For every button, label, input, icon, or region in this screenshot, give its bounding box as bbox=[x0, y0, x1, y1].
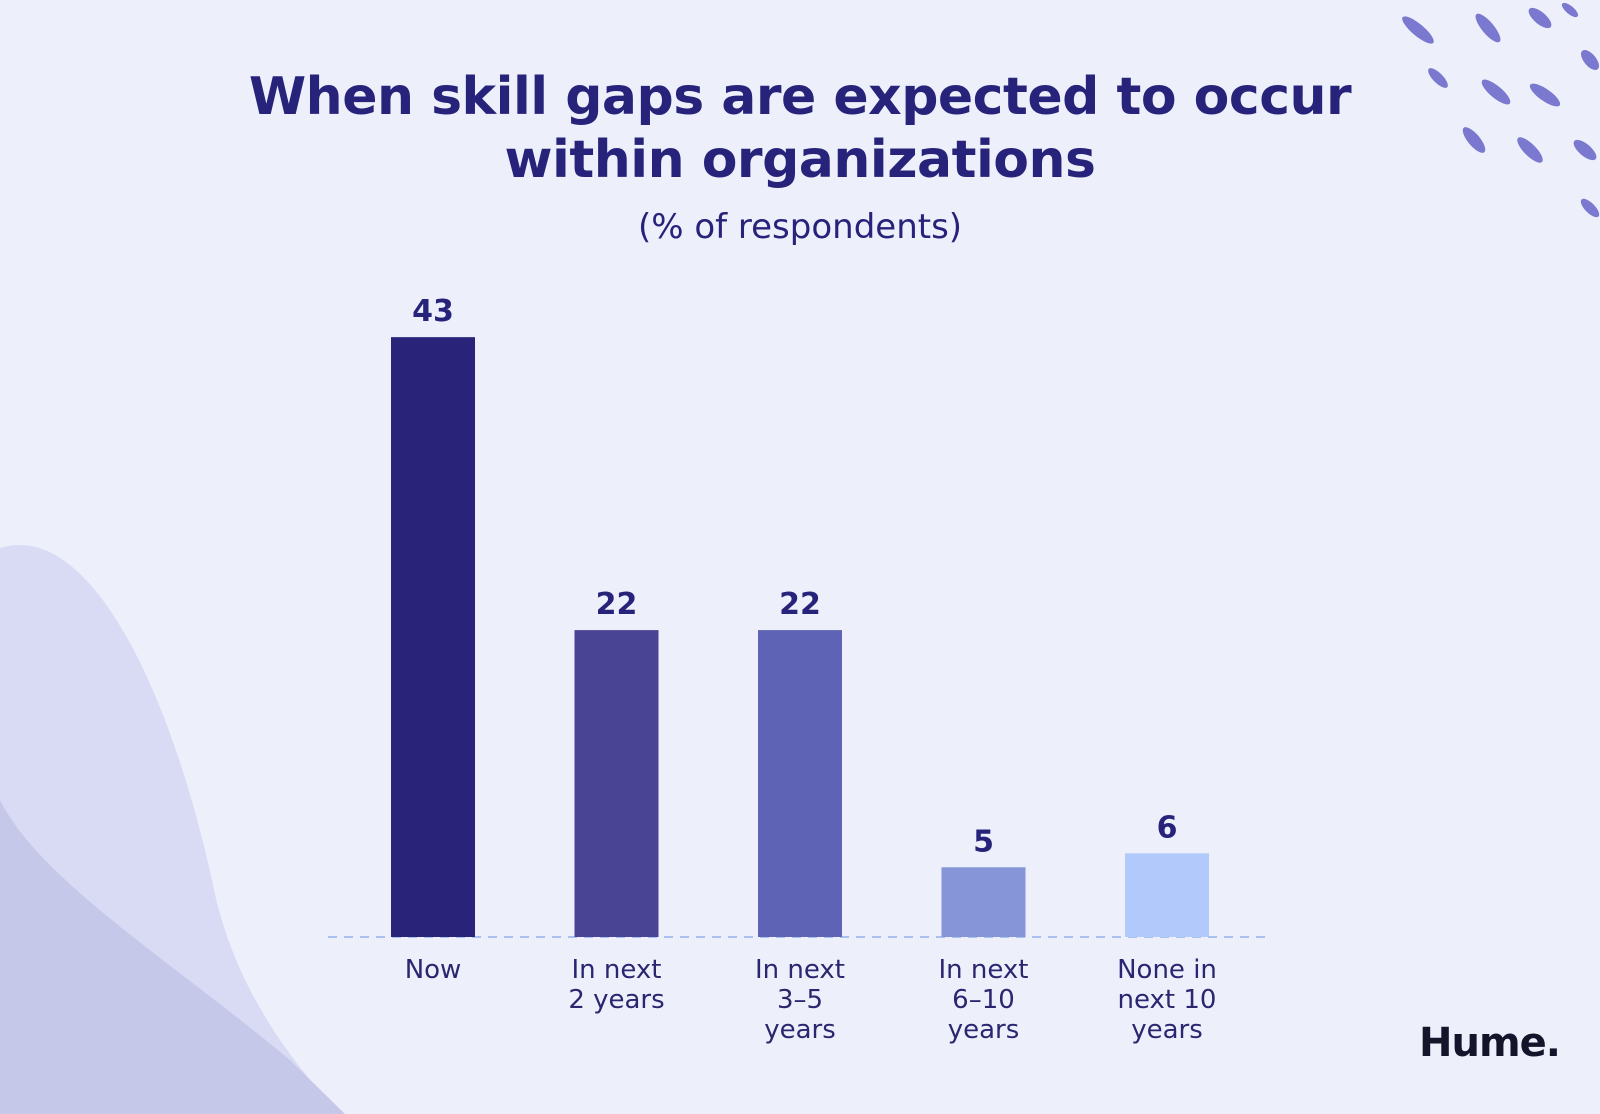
brush-mark-4 bbox=[1428, 68, 1448, 88]
chart-title: When skill gaps are expected to occur wi… bbox=[248, 67, 1352, 190]
value-labels-group: 43 22 22 5 6 bbox=[412, 294, 1177, 859]
bar-1 bbox=[391, 337, 475, 937]
decorative-brush-marks bbox=[1402, 2, 1600, 218]
hume-logo: Hume. bbox=[1419, 1020, 1561, 1066]
value-label-2: 22 bbox=[596, 587, 638, 622]
category-label-3: In next 3–5 years bbox=[755, 955, 845, 1045]
chart-subtitle: (% of respondents) bbox=[637, 207, 963, 247]
category-label-2: In next 2 years bbox=[568, 955, 664, 1015]
value-label-3: 22 bbox=[779, 587, 821, 622]
value-label-4: 5 bbox=[973, 824, 994, 859]
brush-mark-2 bbox=[1475, 13, 1501, 43]
category-label-1: Now bbox=[405, 955, 462, 985]
brush-mark-3 bbox=[1528, 7, 1552, 29]
bar-5 bbox=[1125, 853, 1209, 937]
category-label-5: None in next 10 years bbox=[1117, 955, 1217, 1045]
brush-mark-5 bbox=[1481, 79, 1511, 105]
bar-3 bbox=[758, 630, 842, 937]
brush-mark-9 bbox=[1573, 139, 1597, 161]
category-labels-group: Now In next 2 years In next 3–5 years In next 6… bbox=[405, 955, 1217, 1045]
value-label-1: 43 bbox=[412, 294, 454, 329]
bar-4 bbox=[941, 867, 1026, 937]
category-label-4: In next 6–10 years bbox=[938, 955, 1028, 1045]
brush-mark-12 bbox=[1561, 2, 1579, 18]
value-label-5: 6 bbox=[1157, 810, 1178, 845]
brush-mark-10 bbox=[1581, 50, 1599, 70]
brush-mark-6 bbox=[1529, 83, 1561, 107]
brush-mark-8 bbox=[1517, 137, 1543, 163]
bars-group bbox=[391, 337, 1209, 937]
brush-mark-11 bbox=[1580, 198, 1600, 218]
bar-2 bbox=[574, 630, 659, 937]
background-blob-dark bbox=[0, 800, 345, 1114]
brush-mark-7 bbox=[1462, 127, 1486, 153]
brush-mark-1 bbox=[1402, 16, 1434, 44]
